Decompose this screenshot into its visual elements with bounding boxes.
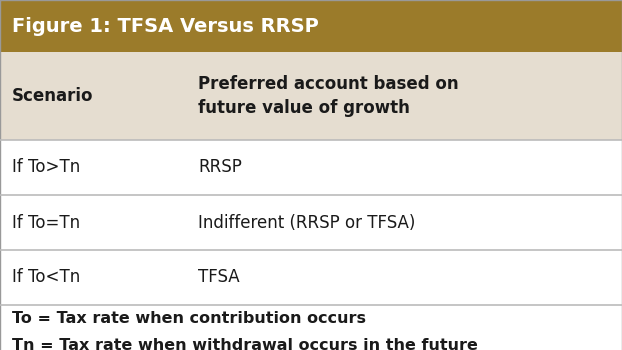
Text: TFSA: TFSA: [198, 268, 240, 287]
Text: If To<Tn: If To<Tn: [12, 268, 80, 287]
Text: Indifferent (RRSP or TFSA): Indifferent (RRSP or TFSA): [198, 214, 416, 231]
Bar: [0, 0, 622, 52]
Bar: [0, 250, 622, 305]
Text: If To=Tn: If To=Tn: [12, 214, 80, 231]
Text: To = Tax rate when contribution occurs: To = Tax rate when contribution occurs: [12, 311, 366, 326]
Text: Figure 1: TFSA Versus RRSP: Figure 1: TFSA Versus RRSP: [12, 16, 318, 35]
Text: Scenario: Scenario: [12, 87, 93, 105]
Bar: [0, 52, 622, 140]
Text: RRSP: RRSP: [198, 159, 243, 176]
Text: Tn = Tax rate when withdrawal occurs in the future: Tn = Tax rate when withdrawal occurs in …: [12, 338, 478, 350]
Bar: [0, 305, 622, 350]
Bar: [0, 195, 622, 250]
Text: If To>Tn: If To>Tn: [12, 159, 80, 176]
Bar: [0, 140, 622, 195]
Text: Preferred account based on
future value of growth: Preferred account based on future value …: [198, 75, 459, 117]
